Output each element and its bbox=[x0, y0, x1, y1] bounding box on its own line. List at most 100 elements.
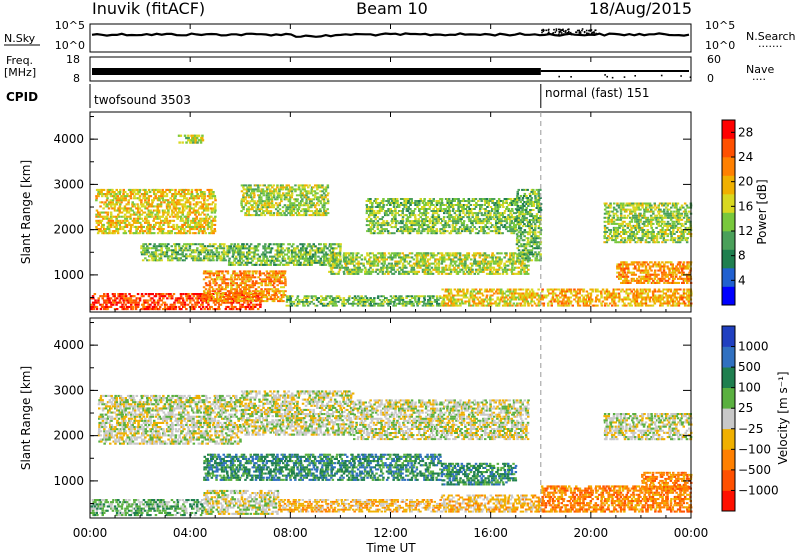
heatmap-cell bbox=[378, 204, 381, 206]
heatmap-cell bbox=[144, 189, 147, 191]
heatmap-cell bbox=[104, 230, 107, 232]
heatmap-cell bbox=[189, 203, 192, 205]
heatmap-cell bbox=[261, 282, 264, 284]
heatmap-cell bbox=[348, 261, 351, 263]
heatmap-cell bbox=[583, 289, 586, 291]
heatmap-cell bbox=[135, 197, 138, 199]
heatmap-cell bbox=[396, 202, 399, 204]
heatmap-cell bbox=[96, 308, 99, 310]
heatmap-cell bbox=[509, 291, 512, 293]
heatmap-cell bbox=[276, 251, 279, 253]
heatmap-cell bbox=[354, 295, 357, 297]
heatmap-cell bbox=[296, 305, 299, 307]
heatmap-cell bbox=[306, 254, 309, 256]
heatmap-cell bbox=[462, 291, 465, 293]
heatmap-cell bbox=[189, 297, 192, 299]
heatmap-cell bbox=[194, 232, 197, 234]
heatmap-cell bbox=[280, 276, 283, 278]
heatmap-cell bbox=[163, 210, 166, 212]
heatmap-cell bbox=[244, 256, 247, 258]
heatmap-cell bbox=[115, 218, 118, 220]
nsearch-dot bbox=[568, 31, 570, 33]
station-title: Inuvik (fitACF) bbox=[92, 0, 205, 18]
heatmap-cell bbox=[171, 297, 174, 299]
heatmap-cell bbox=[269, 251, 272, 253]
heatmap-cell bbox=[382, 206, 385, 208]
heatmap-cell bbox=[316, 305, 319, 307]
heatmap-cell bbox=[298, 212, 301, 214]
heatmap-cell bbox=[673, 295, 676, 297]
heatmap-cell bbox=[174, 210, 177, 212]
heatmap-cell bbox=[144, 212, 147, 214]
heatmap-cell bbox=[676, 299, 679, 301]
heatmap-cell bbox=[377, 258, 380, 260]
heatmap-cell bbox=[228, 278, 231, 280]
heatmap-cell bbox=[173, 199, 176, 201]
heatmap-cell bbox=[570, 301, 573, 303]
heatmap-cell bbox=[321, 251, 324, 253]
heatmap-cell bbox=[124, 222, 127, 224]
heatmap-cell bbox=[201, 251, 204, 253]
heatmap-cell bbox=[205, 306, 208, 308]
heatmap-cell bbox=[197, 212, 200, 214]
heatmap-cell bbox=[592, 291, 595, 293]
heatmap-cell bbox=[203, 290, 206, 292]
heatmap-cell bbox=[255, 247, 257, 249]
heatmap-cell bbox=[604, 291, 607, 293]
heatmap-cell bbox=[133, 191, 136, 193]
heatmap-cell bbox=[174, 308, 177, 310]
heatmap-cell bbox=[393, 301, 396, 303]
heatmap-cell bbox=[230, 290, 233, 292]
heatmap-cell bbox=[675, 291, 678, 293]
heatmap-cell bbox=[382, 198, 385, 200]
heatmap-cell bbox=[214, 199, 217, 201]
heatmap-cell bbox=[298, 188, 301, 190]
heatmap-cell bbox=[387, 301, 390, 303]
heatmap-cell bbox=[128, 199, 131, 201]
heatmap-cell bbox=[334, 301, 337, 303]
heatmap-cell bbox=[234, 272, 237, 274]
heatmap-cell bbox=[325, 202, 328, 204]
heatmap-cell bbox=[393, 267, 396, 269]
heatmap-cell bbox=[428, 200, 431, 202]
heatmap-cell bbox=[444, 303, 447, 305]
heatmap-cell bbox=[396, 220, 399, 222]
heatmap-cell bbox=[262, 278, 265, 280]
heatmap-cell bbox=[339, 245, 342, 247]
heatmap-cell bbox=[398, 273, 401, 275]
heatmap-cell bbox=[418, 210, 421, 212]
heatmap-cell bbox=[590, 293, 593, 295]
heatmap-cell bbox=[209, 308, 212, 310]
heatmap-cell bbox=[246, 247, 249, 249]
heatmap-cell bbox=[105, 295, 108, 297]
heatmap-cell bbox=[182, 220, 185, 222]
heatmap-cell bbox=[120, 207, 123, 209]
heatmap-cell bbox=[218, 306, 221, 308]
heatmap-cell bbox=[450, 297, 453, 299]
heatmap-cell bbox=[421, 226, 424, 228]
heatmap-cell bbox=[135, 214, 138, 216]
heatmap-cell bbox=[301, 200, 304, 202]
heatmap-cell bbox=[99, 228, 102, 230]
heatmap-cell bbox=[632, 295, 635, 297]
heatmap-cell bbox=[305, 214, 308, 216]
heatmap-cell bbox=[282, 290, 285, 292]
heatmap-cell bbox=[507, 295, 510, 297]
heatmap-cell bbox=[124, 214, 127, 216]
heatmap-cell bbox=[629, 289, 632, 291]
heatmap-cell bbox=[238, 286, 241, 288]
heatmap-cell bbox=[394, 297, 397, 299]
heatmap-cell bbox=[135, 308, 138, 310]
heatmap-cell bbox=[352, 301, 355, 303]
heatmap-cell bbox=[301, 192, 304, 194]
heatmap-cell bbox=[379, 271, 382, 273]
heatmap-cell bbox=[187, 216, 190, 218]
heatmap-cell bbox=[294, 247, 297, 249]
heatmap-cell bbox=[269, 243, 272, 245]
heatmap-cell bbox=[396, 265, 399, 267]
heatmap-cell bbox=[119, 220, 122, 222]
heatmap-cell bbox=[188, 230, 191, 232]
heatmap-cell bbox=[291, 305, 294, 307]
heatmap-cell bbox=[194, 214, 197, 216]
heatmap-cell bbox=[185, 253, 188, 255]
